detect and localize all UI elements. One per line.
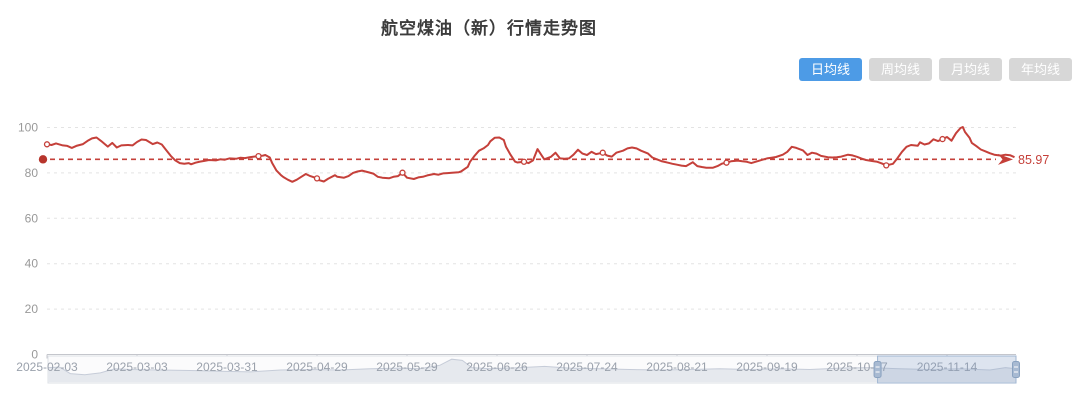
y-axis-label: 20 <box>25 302 39 316</box>
slider-window[interactable] <box>877 355 1017 384</box>
slider-data-shadow-outline <box>47 358 1017 376</box>
data-point-marker-icon <box>939 135 946 143</box>
slider-handle-left-icon[interactable] <box>873 361 882 378</box>
price-line-series <box>43 126 1015 183</box>
data-point-marker-icon <box>520 158 528 165</box>
y-axis-label: 100 <box>18 121 38 135</box>
button-yearly-ma[interactable]: 年均线 <box>1009 58 1072 81</box>
data-point-marker-icon <box>883 162 890 169</box>
chart-title: 航空煤油（新）行情走势图 <box>381 19 597 38</box>
x-axis-label: 2025-05-29 <box>376 360 438 374</box>
y-axis-label: 0 <box>31 348 38 362</box>
data-point-marker-icon <box>43 141 51 148</box>
data-point-markers <box>43 135 946 182</box>
x-axis-label: 2025-11-14 <box>917 360 978 374</box>
data-point-marker-icon <box>723 159 730 166</box>
markline-start-dot-icon <box>38 155 48 164</box>
x-axis-label: 2025-07-24 <box>556 360 618 374</box>
x-axis-labels: 2025-02-03 2025-03-03 2025-03-31 2025-04-29… <box>16 360 977 374</box>
button-daily-ma[interactable]: 日均线 <box>799 58 862 81</box>
x-axis-label: 2025-06-26 <box>466 360 528 374</box>
x-axis-label: 2025-03-03 <box>106 360 168 374</box>
y-axis-label: 60 <box>25 211 39 225</box>
x-axis-label: 2025-10-17 <box>826 360 888 374</box>
markline-arrow-icon <box>998 153 1013 165</box>
y-axis-label: 80 <box>25 166 39 180</box>
button-monthly-ma[interactable]: 月均线 <box>939 58 1002 81</box>
ma-toggle-group: 日均线 周均线 月均线 年均线 <box>792 58 1072 81</box>
data-point-marker-icon <box>313 175 321 182</box>
data-point-marker-icon <box>255 152 262 160</box>
price-line <box>46 126 1015 183</box>
grid-lines <box>47 127 1016 355</box>
slider-data-shadow <box>48 359 1016 382</box>
average-markline: 85.97 <box>38 153 1049 167</box>
x-axis-label: 2025-04-29 <box>286 360 348 374</box>
x-axis-label: 2025-08-21 <box>646 360 708 374</box>
slider-handle-right-icon[interactable] <box>1012 361 1020 378</box>
x-axis-label: 2025-02-03 <box>16 360 78 374</box>
x-axis-label: 2025-03-31 <box>196 360 258 374</box>
datazoom-slider[interactable]: 2025-02-03 2025-03-03 2025-03-31 2025-04-29… <box>16 355 1020 384</box>
button-weekly-ma[interactable]: 周均线 <box>869 58 932 81</box>
y-axis-label: 40 <box>25 257 39 271</box>
data-point-marker-icon <box>399 169 406 176</box>
x-axis-label: 2025-09-19 <box>736 360 798 374</box>
data-point-marker-icon <box>599 149 606 156</box>
markline-value-label: 85.97 <box>1018 153 1049 167</box>
y-axis-labels: 0 20 40 60 80 100 <box>18 121 38 362</box>
